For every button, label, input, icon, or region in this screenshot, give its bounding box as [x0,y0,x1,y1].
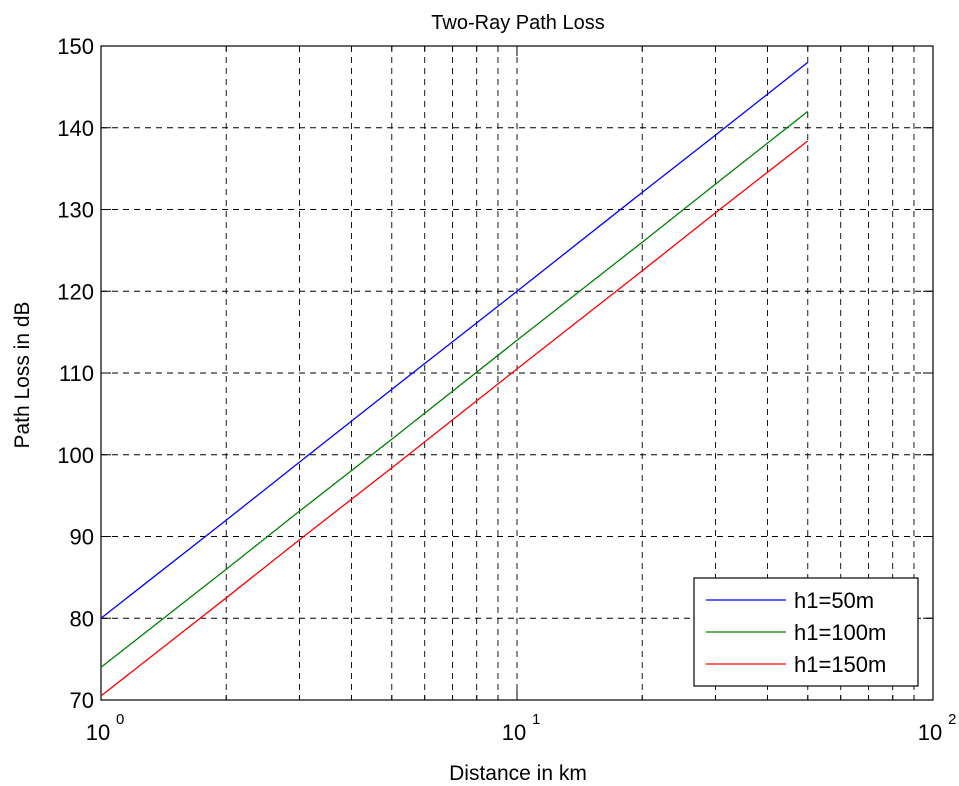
y-tick-label: 120 [57,279,94,304]
legend-label-3: h1=150m [794,652,886,677]
tick-marks [100,45,933,701]
y-tick-label: 130 [57,198,94,223]
x-axis-label: Distance in km [449,762,587,785]
series-line-1 [100,61,809,619]
y-tick-label: 80 [70,606,94,631]
chart-title: Two-Ray Path Loss [431,12,604,34]
x-tick-label-exponent: 1 [532,711,540,728]
y-tick-label: 110 [59,361,94,386]
series-lines [100,61,809,697]
y-tick-label: 140 [57,116,94,141]
x-tick-label-base: 10 [86,720,110,745]
legend: h1=50m h1=100m h1=150m [693,577,919,687]
series-line-3 [100,140,809,697]
series-line-2 [100,110,809,668]
y-tick-label: 90 [70,525,94,550]
legend-label-1: h1=50m [794,588,874,613]
y-tick-label: 70 [70,688,94,713]
y-tick-label: 150 [57,34,94,59]
y-tick-label: 100 [57,443,94,468]
x-tick-label-base: 10 [502,720,526,745]
x-tick-label-exponent: 0 [116,711,124,728]
y-axis-label: Path Loss in dB [11,301,34,448]
legend-label-2: h1=100m [794,620,886,645]
x-tick-label-exponent: 2 [948,711,956,728]
x-tick-label-base: 10 [918,720,942,745]
